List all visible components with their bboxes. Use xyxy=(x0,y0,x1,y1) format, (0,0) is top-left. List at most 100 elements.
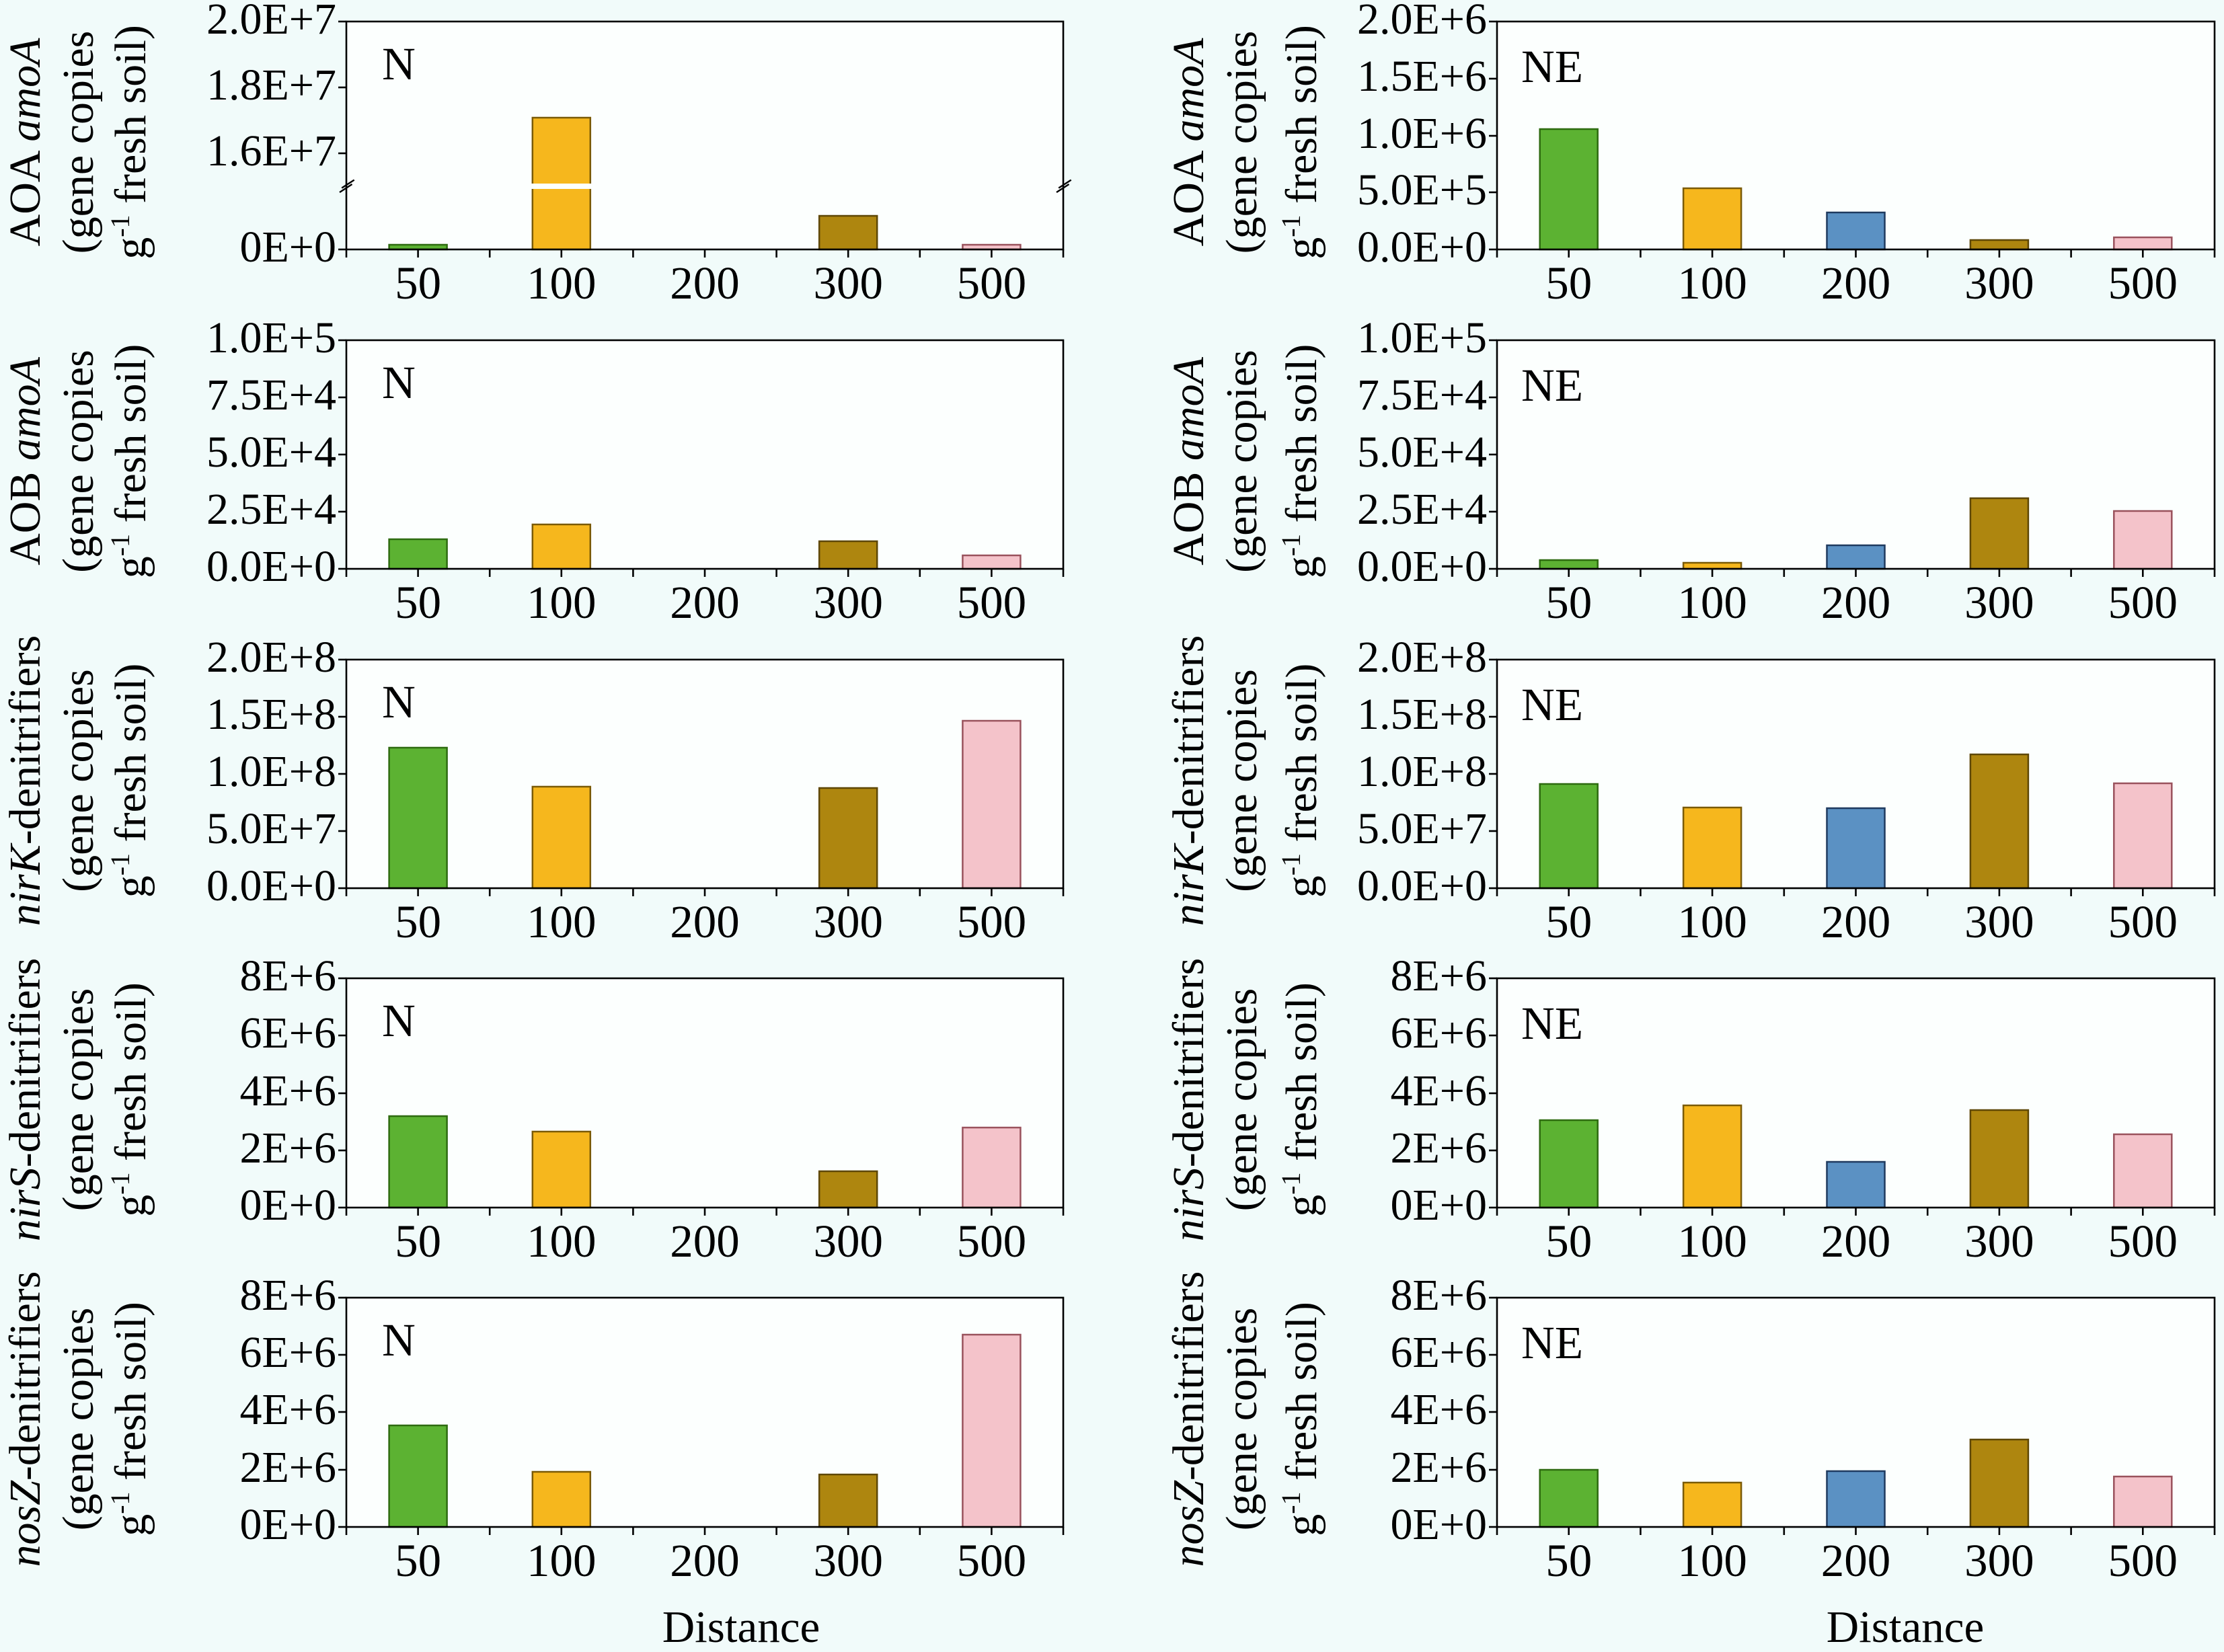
svg-text:(gene copies: (gene copies xyxy=(1217,1308,1266,1531)
svg-text:200: 200 xyxy=(1821,896,1891,947)
svg-text:500: 500 xyxy=(2108,896,2178,947)
svg-text:8E+6: 8E+6 xyxy=(1390,951,1487,1000)
svg-text:7.5E+4: 7.5E+4 xyxy=(1357,370,1487,420)
svg-text:NE: NE xyxy=(1521,998,1583,1049)
svg-text:50: 50 xyxy=(1545,1216,1592,1267)
svg-text:50: 50 xyxy=(1545,896,1592,947)
svg-text:(gene copies: (gene copies xyxy=(54,669,103,892)
svg-text:N: N xyxy=(382,995,416,1046)
svg-text:4E+6: 4E+6 xyxy=(1390,1066,1487,1115)
svg-text:(gene copies: (gene copies xyxy=(1217,350,1266,573)
svg-text:200: 200 xyxy=(1821,258,1891,309)
svg-text:g-1 fresh soil): g-1 fresh soil) xyxy=(1276,1302,1326,1536)
svg-text:100: 100 xyxy=(1677,896,1747,947)
svg-text:g-1 fresh soil): g-1 fresh soil) xyxy=(105,25,155,260)
svg-text:N: N xyxy=(382,1314,416,1366)
svg-text:nirS-denitrifiers: nirS-denitrifiers xyxy=(1164,958,1213,1242)
svg-text:g-1 fresh soil): g-1 fresh soil) xyxy=(105,1302,155,1536)
svg-text:500: 500 xyxy=(957,258,1027,309)
svg-text:100: 100 xyxy=(527,1216,597,1267)
svg-text:5.0E+4: 5.0E+4 xyxy=(1357,428,1487,477)
svg-text:200: 200 xyxy=(1821,1216,1891,1267)
svg-text:200: 200 xyxy=(670,258,740,309)
svg-text:nosZ-denitrifiers: nosZ-denitrifiers xyxy=(1,1271,50,1567)
svg-text:Distance: Distance xyxy=(662,1602,820,1652)
svg-text:50: 50 xyxy=(1545,258,1592,309)
svg-text:300: 300 xyxy=(813,896,883,947)
svg-text:1.0E+6: 1.0E+6 xyxy=(1357,109,1487,158)
svg-text:nosZ-denitrifiers: nosZ-denitrifiers xyxy=(1164,1271,1213,1567)
svg-text:2E+6: 2E+6 xyxy=(1390,1443,1487,1492)
svg-text:N: N xyxy=(382,38,416,89)
svg-text:nirS-denitrifiers: nirS-denitrifiers xyxy=(1,958,50,1242)
svg-text:0.0E+0: 0.0E+0 xyxy=(1357,542,1487,591)
svg-text:200: 200 xyxy=(1821,577,1891,628)
svg-text:0E+0: 0E+0 xyxy=(239,223,336,272)
svg-text:g-1 fresh soil): g-1 fresh soil) xyxy=(1276,25,1326,260)
svg-text:(gene copies: (gene copies xyxy=(54,988,103,1212)
svg-text:NE: NE xyxy=(1521,679,1583,730)
svg-text:6E+6: 6E+6 xyxy=(239,1009,336,1058)
svg-text:50: 50 xyxy=(395,577,441,628)
svg-text:200: 200 xyxy=(1821,1535,1891,1586)
svg-text:100: 100 xyxy=(527,258,597,309)
svg-text:0.0E+0: 0.0E+0 xyxy=(1357,861,1487,910)
svg-text:4E+6: 4E+6 xyxy=(239,1385,336,1434)
svg-text:100: 100 xyxy=(527,577,597,628)
svg-text:7.5E+4: 7.5E+4 xyxy=(206,370,336,420)
svg-text:1.8E+7: 1.8E+7 xyxy=(206,61,336,110)
svg-text:300: 300 xyxy=(813,258,883,309)
svg-text:50: 50 xyxy=(395,896,441,947)
svg-text:100: 100 xyxy=(1677,1535,1747,1586)
svg-text:2.0E+7: 2.0E+7 xyxy=(206,0,336,44)
svg-text:0.0E+0: 0.0E+0 xyxy=(206,542,336,591)
svg-text:4E+6: 4E+6 xyxy=(239,1066,336,1115)
svg-text:300: 300 xyxy=(1964,896,2034,947)
svg-text:50: 50 xyxy=(395,1216,441,1267)
svg-text:8E+6: 8E+6 xyxy=(239,951,336,1000)
svg-text:AOB amoA: AOB amoA xyxy=(1,356,50,565)
svg-text:Distance: Distance xyxy=(1827,1602,1984,1652)
svg-text:50: 50 xyxy=(395,258,441,309)
svg-text:(gene copies: (gene copies xyxy=(1217,988,1266,1212)
svg-text:500: 500 xyxy=(957,577,1027,628)
svg-text:300: 300 xyxy=(1964,258,2034,309)
svg-text:2.0E+8: 2.0E+8 xyxy=(206,633,336,682)
svg-text:200: 200 xyxy=(670,896,740,947)
svg-text:300: 300 xyxy=(813,577,883,628)
svg-text:0E+0: 0E+0 xyxy=(239,1181,336,1230)
svg-text:1.5E+6: 1.5E+6 xyxy=(1357,52,1487,101)
svg-text:8E+6: 8E+6 xyxy=(239,1271,336,1320)
svg-text:1.5E+8: 1.5E+8 xyxy=(206,690,336,739)
svg-text:AOA amoA: AOA amoA xyxy=(1164,38,1213,247)
svg-text:N: N xyxy=(382,357,416,408)
svg-text:NE: NE xyxy=(1521,1317,1583,1368)
svg-text:300: 300 xyxy=(813,1216,883,1267)
svg-text:300: 300 xyxy=(1964,577,2034,628)
svg-text:5.0E+7: 5.0E+7 xyxy=(1357,804,1487,853)
svg-text:4E+6: 4E+6 xyxy=(1390,1385,1487,1434)
svg-text:100: 100 xyxy=(1677,1216,1747,1267)
svg-text:1.0E+8: 1.0E+8 xyxy=(1357,747,1487,796)
svg-text:100: 100 xyxy=(527,1535,597,1586)
svg-text:2.5E+4: 2.5E+4 xyxy=(1357,485,1487,534)
svg-text:nirK-denitrifiers: nirK-denitrifiers xyxy=(1,635,50,927)
svg-text:6E+6: 6E+6 xyxy=(1390,1328,1487,1377)
svg-text:500: 500 xyxy=(2108,1216,2178,1267)
svg-text:2E+6: 2E+6 xyxy=(1390,1124,1487,1173)
svg-text:8E+6: 8E+6 xyxy=(1390,1271,1487,1320)
svg-text:0E+0: 0E+0 xyxy=(1390,1500,1487,1549)
svg-text:50: 50 xyxy=(1545,577,1592,628)
svg-text:5.0E+5: 5.0E+5 xyxy=(1357,165,1487,214)
svg-text:200: 200 xyxy=(670,577,740,628)
svg-text:500: 500 xyxy=(957,896,1027,947)
svg-text:nirK-denitrifiers: nirK-denitrifiers xyxy=(1164,635,1213,927)
svg-text:5.0E+7: 5.0E+7 xyxy=(206,804,336,853)
svg-text:2E+6: 2E+6 xyxy=(239,1443,336,1492)
svg-text:0.0E+0: 0.0E+0 xyxy=(206,861,336,910)
svg-text:50: 50 xyxy=(395,1535,441,1586)
svg-text:(gene copies: (gene copies xyxy=(54,31,103,254)
svg-text:1.0E+5: 1.0E+5 xyxy=(206,313,336,362)
svg-text:100: 100 xyxy=(1677,577,1747,628)
svg-text:100: 100 xyxy=(1677,258,1747,309)
